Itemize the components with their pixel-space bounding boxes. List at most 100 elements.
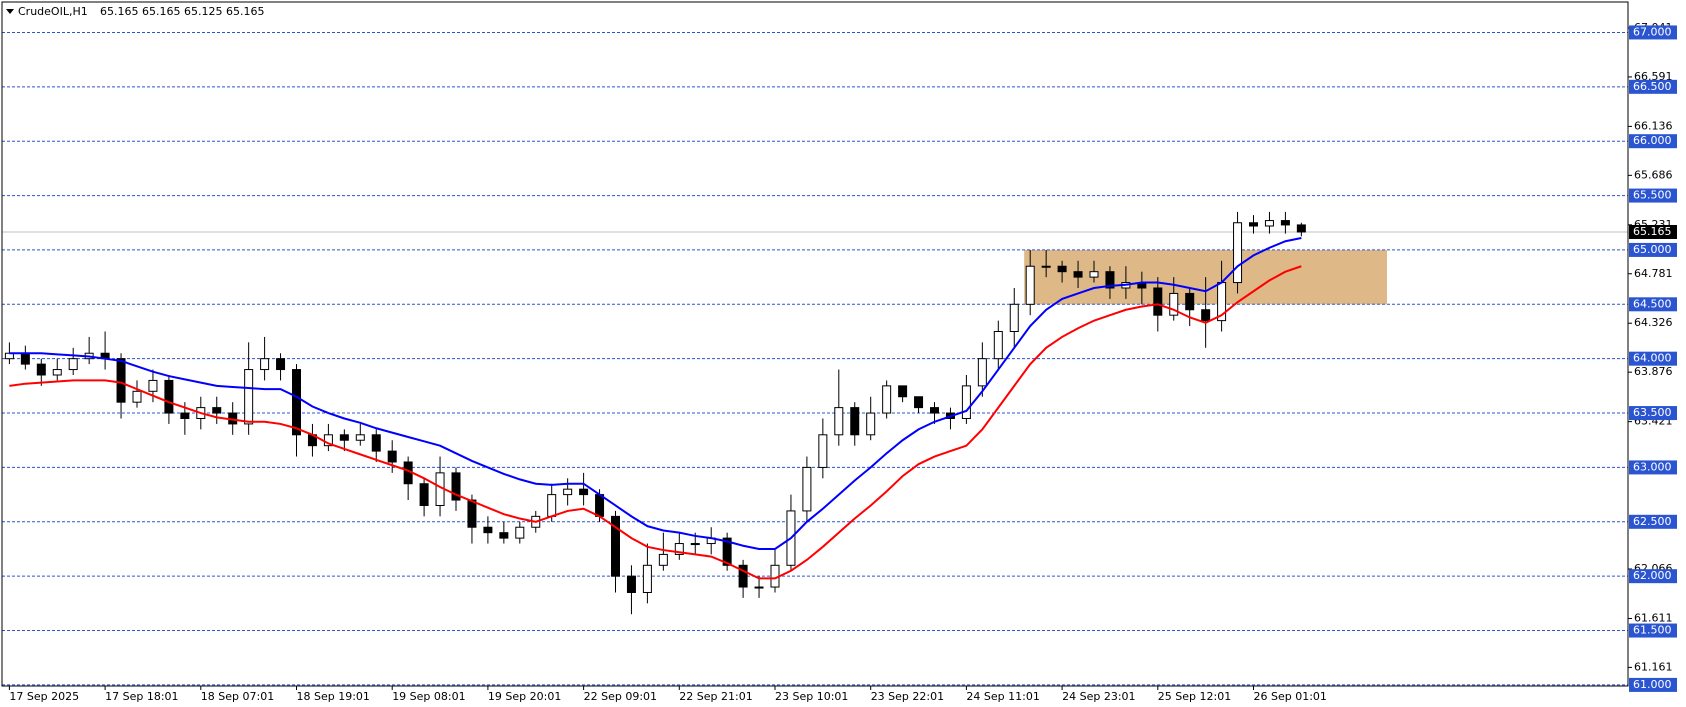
y-tick-label: 65.686 [1634,168,1673,181]
y-tick-label: 61.611 [1634,611,1673,624]
candle-body [722,537,732,566]
candle-body [977,358,987,387]
candle-body [212,407,222,414]
candle-body [451,472,461,501]
candle-body [244,369,254,425]
level-label-box [1629,297,1677,312]
level-label: 61.500 [1633,624,1672,637]
candle-body [1089,271,1099,278]
candle-body [68,358,78,371]
candle-body [36,363,46,376]
candle-body [579,488,589,496]
candle-body [930,407,939,414]
candle-body [611,515,620,577]
level-label: 64.000 [1633,352,1672,365]
candle-body [658,553,668,566]
level-label: 65.000 [1633,243,1672,256]
x-tick-label: 23 Sep 10:01 [775,690,848,703]
level-label-box [1629,351,1677,366]
candle-body [1105,271,1115,289]
candle-body [148,379,158,392]
candle-body [626,575,636,593]
candle-body [499,532,509,539]
x-tick-label: 24 Sep 23:01 [1062,690,1135,703]
candle-body [1249,222,1258,227]
x-tick-label: 19 Sep 08:01 [392,690,465,703]
candle-body [738,564,748,588]
candle-body [276,358,286,371]
candle-body [914,396,924,409]
menu-arrow[interactable] [6,9,14,14]
y-tick-label: 64.781 [1634,267,1673,280]
candle-body [595,494,605,517]
candle-body [180,412,190,419]
price-label: 65.165 [1633,225,1672,238]
candle-body [1057,265,1067,273]
candle-body [1009,303,1019,332]
y-tick-label: 66.591 [1634,70,1673,83]
candle-body [355,434,365,441]
level-label-box [1629,623,1677,638]
candle-body [387,450,397,463]
level-label-box [1629,460,1677,475]
level-label: 63.000 [1633,460,1672,473]
candle-body [1041,265,1051,268]
candle-body [850,407,860,436]
level-label-box [1629,25,1677,40]
x-tick-label: 24 Sep 11:01 [966,690,1039,703]
candle-body [1280,220,1290,226]
candle-body [164,379,174,414]
candle-body [1264,220,1274,227]
candle-body [292,369,301,436]
plot-frame [1,1,1629,687]
level-label-box [1629,406,1677,421]
candle-body [1185,292,1195,311]
candle-body [754,586,764,589]
price-label-box [1629,224,1677,239]
candle-body [993,330,1003,360]
x-tick-label: 19 Sep 20:01 [488,690,561,703]
candle-body [802,466,812,512]
x-tick-label: 25 Sep 12:01 [1158,690,1231,703]
level-label: 67.000 [1633,25,1672,38]
candle-body [483,526,493,534]
x-tick-label: 26 Sep 01:01 [1254,690,1327,703]
candle-body [961,385,971,419]
level-label: 62.000 [1633,569,1672,582]
candle-body [260,358,270,371]
level-label-box [1629,514,1677,529]
candle-body [339,434,349,441]
candle-body [1296,224,1306,233]
candle-body [1153,287,1163,316]
level-label-box [1629,134,1677,149]
quote: 65.165 65.165 65.125 65.165 [100,5,264,18]
level-label: 61.000 [1633,678,1672,691]
y-tick-label: 66.136 [1634,119,1673,132]
y-tick-label: 64.326 [1634,316,1673,329]
candle-body [467,499,477,528]
level-label: 66.500 [1633,80,1672,93]
candle-body [116,358,126,403]
level-label: 66.000 [1633,134,1672,147]
candle-body [642,564,652,593]
x-tick-label: 17 Sep 18:01 [105,690,178,703]
candle-body [690,543,700,546]
candle-body [882,385,892,414]
x-tick-label: 23 Sep 22:01 [871,690,944,703]
symbol: CrudeOIL,H1 [18,5,88,18]
candle-body [834,407,844,436]
x-tick-label: 22 Sep 21:01 [679,690,752,703]
candle-body [674,543,684,555]
candle-body [818,434,828,468]
level-label-box [1629,242,1677,257]
y-tick-label: 61.161 [1634,660,1673,673]
candle-body [866,412,876,436]
level-label-box [1629,677,1677,692]
level-label-box [1629,79,1677,94]
plot [2,31,1628,686]
level-label-box [1629,188,1677,203]
level-label: 62.500 [1633,515,1672,528]
candle-body [1169,292,1179,316]
moving-average [9,236,1302,550]
